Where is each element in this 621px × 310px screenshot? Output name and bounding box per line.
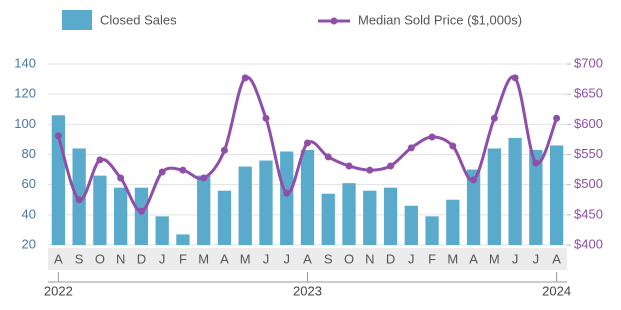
price-point (428, 133, 436, 141)
price-point (324, 153, 332, 161)
bar (155, 216, 169, 245)
year-label: 2023 (293, 283, 322, 298)
x-tick-label: A (303, 251, 312, 266)
year-label: 2024 (542, 283, 571, 298)
x-tick-label: J (283, 251, 290, 266)
x-tick-label: M (198, 251, 209, 266)
bar (466, 169, 481, 245)
x-tick-label: S (324, 251, 333, 266)
x-tick-label: M (447, 251, 458, 266)
bar (217, 190, 232, 245)
price-point (283, 189, 291, 197)
category-band (48, 248, 567, 270)
price-point (262, 114, 270, 122)
bar (342, 183, 356, 245)
y2-tick-label: $600 (574, 116, 603, 131)
bar (259, 160, 273, 245)
y-tick-label: 20 (22, 236, 36, 251)
x-tick-label: J (533, 251, 540, 266)
x-tick-label: A (552, 251, 561, 266)
price-point (75, 196, 83, 204)
price-point (366, 166, 374, 174)
price-point (158, 168, 166, 176)
price-point (345, 162, 353, 170)
price-point (449, 142, 457, 150)
bar (238, 166, 252, 245)
x-tick-label: J (408, 251, 415, 266)
x-tick-label: N (116, 251, 125, 266)
price-point (511, 74, 519, 82)
bar (363, 190, 377, 245)
y2-tick-label: $700 (574, 55, 603, 70)
y-tick-label: 40 (22, 206, 36, 221)
x-tick-label: D (386, 251, 395, 266)
x-tick-label: F (179, 251, 187, 266)
price-point (137, 207, 145, 215)
price-point (220, 146, 228, 154)
price-point (490, 114, 498, 122)
y-tick-label: 80 (22, 146, 36, 161)
x-tick-label: M (240, 251, 251, 266)
price-point (470, 176, 478, 184)
x-tick-label: N (365, 251, 374, 266)
bar (446, 199, 460, 245)
price-point (54, 132, 62, 140)
y-tick-label: 120 (14, 86, 36, 101)
y-tick-label: 100 (14, 116, 36, 131)
price-point (241, 74, 249, 82)
x-tick-label: O (95, 251, 105, 266)
x-tick-label: S (75, 251, 84, 266)
bar (321, 193, 335, 245)
price-point (200, 174, 208, 182)
price-point (532, 159, 540, 167)
price-point (117, 174, 125, 182)
year-label: 2022 (44, 283, 73, 298)
x-tick-label: J (159, 251, 166, 266)
y-tick-label: 60 (22, 176, 36, 191)
x-tick-label: A (469, 251, 478, 266)
bar (197, 175, 211, 245)
bar (134, 187, 149, 245)
x-tick-label: A (54, 251, 63, 266)
bar (300, 149, 315, 245)
x-tick-label: A (220, 251, 229, 266)
price-point (407, 144, 415, 152)
bar (549, 145, 564, 245)
bar (383, 187, 398, 245)
y2-tick-label: $400 (574, 236, 603, 251)
price-point (387, 162, 395, 170)
x-tick-label: F (428, 251, 436, 266)
price-point (553, 114, 561, 122)
legend-label: Median Sold Price ($1,000s) (358, 12, 522, 27)
bar (508, 137, 522, 245)
price-point (96, 156, 104, 164)
y2-tick-label: $650 (574, 86, 603, 101)
bar (487, 148, 501, 245)
legend-swatch (62, 10, 92, 30)
bar (529, 149, 543, 245)
bar (114, 187, 128, 245)
bar (280, 151, 294, 245)
x-tick-label: D (137, 251, 146, 266)
price-point (179, 166, 187, 174)
x-tick-label: J (512, 251, 519, 266)
x-tick-label: J (263, 251, 270, 266)
y-tick-label: 140 (14, 55, 36, 70)
y2-tick-label: $450 (574, 206, 603, 221)
legend-swatch (330, 17, 338, 25)
y2-tick-label: $550 (574, 146, 603, 161)
x-tick-label: M (489, 251, 500, 266)
y2-tick-label: $500 (574, 176, 603, 191)
legend-label: Closed Sales (100, 12, 177, 27)
bar (93, 175, 107, 245)
bar (404, 205, 418, 245)
bar (425, 216, 439, 245)
price-point (304, 139, 311, 147)
bar (176, 234, 190, 245)
x-tick-label: O (344, 251, 354, 266)
